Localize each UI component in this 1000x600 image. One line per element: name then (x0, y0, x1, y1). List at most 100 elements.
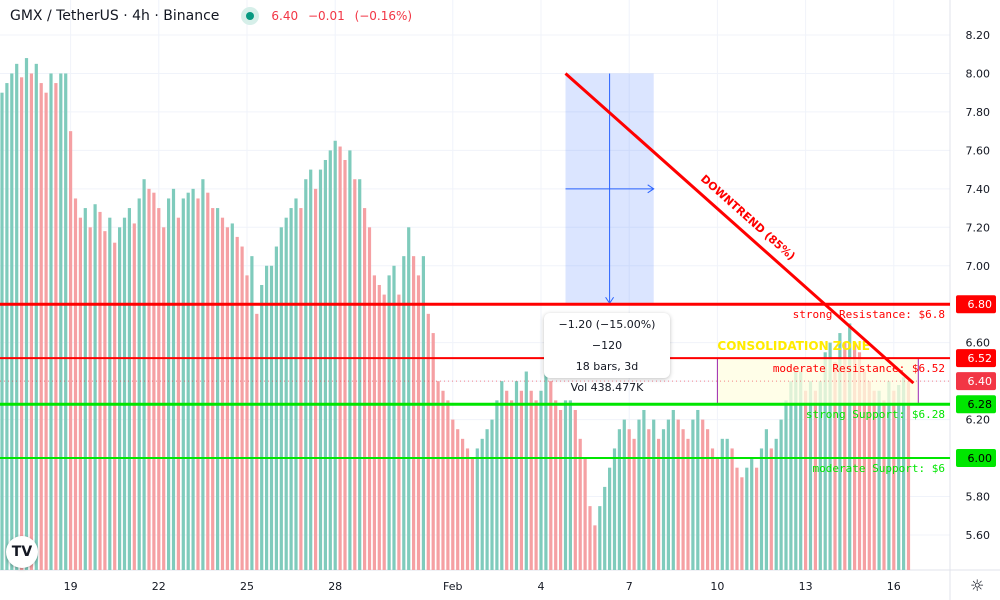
price-bar (44, 92, 48, 570)
price-bar (201, 179, 205, 570)
price-bar (642, 409, 646, 570)
price-bar (407, 227, 411, 571)
price-bar (245, 275, 249, 570)
last-price: 6.40 (271, 9, 299, 23)
price-bar (64, 73, 68, 571)
level-label: moderate Support: $6 (813, 462, 945, 475)
price-bar (441, 390, 445, 570)
price-bar (255, 313, 259, 570)
time-tick: 19 (64, 580, 78, 593)
price-bar (358, 179, 362, 570)
price-bar (318, 169, 323, 571)
price-bar (617, 429, 621, 570)
price-bar (446, 400, 450, 570)
price-bar (240, 246, 244, 570)
price-bar (794, 371, 798, 570)
price-bar (421, 256, 425, 570)
price-bar (906, 381, 911, 570)
price-bar (892, 390, 896, 570)
price-bar (573, 409, 577, 570)
price-bar (661, 429, 666, 570)
time-tick: 28 (328, 580, 342, 593)
price-bar (475, 448, 479, 570)
price-bar (808, 381, 813, 570)
price-bar (353, 179, 357, 570)
price-bar (465, 448, 470, 570)
time-tick: 10 (710, 580, 724, 593)
price-bar (872, 390, 876, 570)
price-bar (710, 448, 715, 570)
price-bar (304, 179, 308, 570)
price-tick: 5.80 (966, 491, 991, 504)
price-bar (505, 390, 509, 570)
price-bar (260, 284, 264, 570)
price-tick: 7.60 (966, 144, 991, 157)
price-bar (755, 467, 759, 570)
price-bar (485, 429, 489, 570)
price-bar (490, 419, 494, 570)
price-bar (759, 448, 764, 570)
price-bar (24, 58, 29, 571)
price-bar (857, 352, 862, 570)
symbol-title[interactable]: GMX / TetherUS · 4h · Binance (10, 8, 220, 24)
price-bar (397, 294, 401, 570)
price-bar (701, 419, 705, 570)
price-bar (563, 400, 568, 570)
price-bar (436, 381, 440, 570)
price-bar (696, 409, 700, 570)
price-bar (426, 313, 430, 570)
time-tick: 4 (538, 580, 545, 593)
price-bar (882, 400, 886, 570)
price-bar (299, 208, 303, 570)
price-bar (181, 198, 185, 570)
price-bar (431, 333, 435, 570)
arrow-right-icon (647, 184, 655, 194)
price-bar (108, 217, 112, 570)
price-bar (103, 231, 107, 570)
price-bar (137, 198, 141, 570)
price-bar (666, 419, 670, 570)
price-bar (544, 361, 548, 570)
price-change: −0.01 (307, 9, 345, 23)
price-bar (250, 256, 254, 570)
price-bar (470, 458, 474, 570)
price-bar (265, 265, 269, 570)
price-bar (686, 438, 690, 570)
price-bar (328, 150, 332, 570)
price-bar (279, 227, 283, 571)
price-bar (323, 159, 327, 570)
price-bar (230, 223, 234, 571)
price-bar (853, 342, 857, 570)
price-bar (372, 275, 376, 570)
settings-gear-icon[interactable]: ☼ (970, 576, 985, 595)
price-bar (500, 381, 504, 570)
price-bar (73, 198, 78, 570)
measure-volume: Vol 438.477K (570, 381, 644, 394)
price-bar (15, 63, 19, 570)
price-tick: 8.20 (966, 29, 991, 42)
price-bar (289, 208, 293, 570)
price-bar (637, 419, 641, 570)
price-marker (956, 395, 996, 414)
price-bar (779, 419, 783, 570)
price-marker (956, 295, 996, 314)
price-tick: 7.40 (966, 183, 991, 196)
measure-bars: 18 bars, 3d (575, 360, 639, 373)
price-bar (294, 198, 298, 570)
price-bar (167, 198, 171, 570)
tradingview-logo-icon[interactable]: TV (6, 536, 38, 568)
price-bar (524, 371, 528, 570)
price-bar (514, 381, 519, 570)
price-bar (789, 381, 793, 570)
price-bar (676, 419, 680, 570)
price-bar (740, 477, 744, 570)
market-status-icon[interactable] (241, 7, 260, 25)
price-tick: 7.80 (966, 106, 991, 119)
time-tick: Feb (443, 580, 462, 593)
time-tick: 7 (626, 580, 633, 593)
price-tick: 8.00 (966, 67, 991, 80)
price-bar (902, 377, 906, 570)
price-bar (519, 390, 523, 570)
